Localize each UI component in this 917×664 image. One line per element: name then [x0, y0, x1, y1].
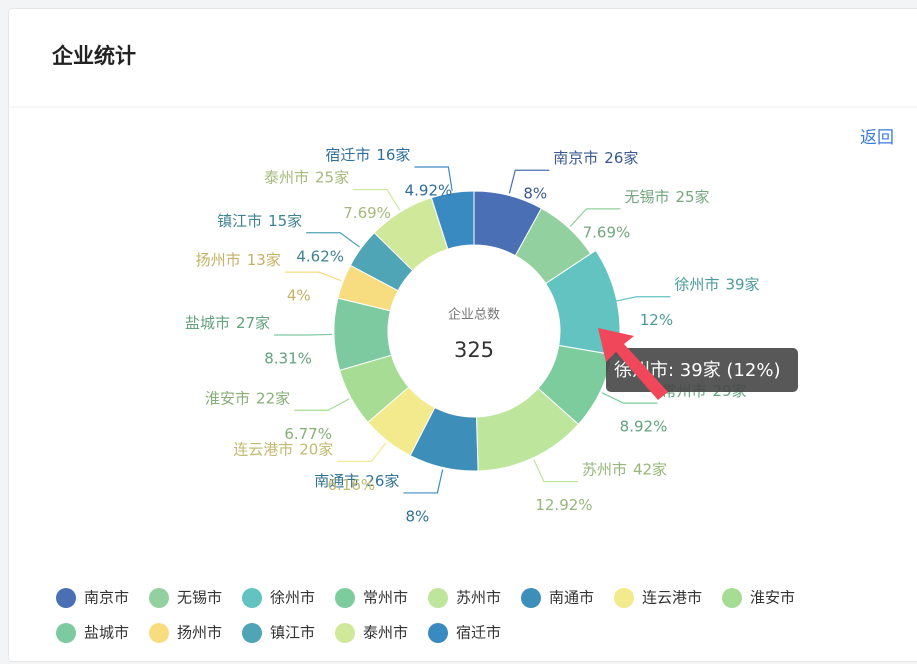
leader-line — [601, 392, 658, 404]
slice-label: 宿迁市 16家 — [325, 145, 410, 163]
slice-label: 无锡市 25家 — [624, 187, 709, 205]
legend-swatch — [614, 588, 634, 608]
leader-line — [403, 469, 444, 494]
slice-percent: 4.62% — [296, 247, 344, 265]
slice-value: 39家 — [725, 275, 759, 293]
slice-value: 25家 — [315, 168, 349, 186]
slice-label: 盐城市 27家 — [185, 314, 270, 332]
legend-label: 宿迁市 — [456, 624, 501, 642]
legend-label: 淮安市 — [750, 589, 795, 607]
slice-name: 宿迁市 — [325, 145, 370, 163]
slice-name: 泰州市 — [264, 168, 309, 186]
slice-percent: 6.16% — [327, 476, 375, 494]
legend-swatch — [428, 588, 448, 608]
slice-percent: 8% — [523, 185, 547, 203]
legend-label: 南京市 — [84, 589, 129, 607]
leader-line — [306, 232, 360, 248]
slice-percent: 12.92% — [535, 496, 592, 514]
slice-value: 15家 — [268, 211, 302, 229]
slice-value: 16家 — [376, 145, 410, 163]
slice-name: 南通市 — [314, 471, 359, 489]
slice-name: 无锡市 — [624, 187, 669, 205]
leader-line — [569, 208, 621, 227]
legend-label: 常州市 — [363, 589, 408, 607]
legend-swatch — [56, 623, 76, 643]
slice-value: 25家 — [675, 187, 709, 205]
slice-percent: 8.92% — [620, 418, 668, 436]
slice-percent: 8% — [405, 507, 429, 525]
slice-value: 42家 — [633, 460, 667, 478]
slice-label: 南京市 26家 — [553, 149, 638, 167]
legend-swatch — [149, 623, 169, 643]
leader-line — [533, 459, 578, 483]
slice-label: 苏州市 42家 — [582, 460, 667, 478]
slice-label: 连云港市 20家 — [233, 440, 333, 458]
legend-swatch — [428, 623, 448, 643]
legend-label: 镇江市 — [270, 624, 315, 642]
legend-swatch — [149, 588, 169, 608]
slice-name: 连云港市 — [233, 440, 293, 458]
center-label: 企业总数 — [448, 307, 500, 323]
legend-swatch — [521, 588, 541, 608]
slice-percent: 8.31% — [264, 350, 312, 368]
leader-line — [337, 442, 387, 463]
leader-line — [612, 296, 671, 303]
back-link[interactable]: 返回 — [860, 128, 894, 148]
leader-line — [353, 188, 401, 211]
slice-value: 22家 — [256, 389, 290, 407]
legend-swatch — [335, 588, 355, 608]
center-total: 325 — [454, 338, 494, 362]
slice-name: 淮安市 — [205, 389, 250, 407]
legend-swatch — [722, 588, 742, 608]
slice-value: 26家 — [604, 149, 638, 167]
slice-name: 镇江市 — [217, 211, 262, 229]
legend-label: 苏州市 — [456, 589, 501, 607]
pointer-arrow — [598, 328, 668, 400]
card-title: 企业统计 — [51, 44, 136, 68]
card — [8, 8, 917, 662]
tooltip-text: 徐州市: 39家 (12%) — [614, 360, 780, 381]
leader-line — [284, 271, 342, 282]
legend-swatch — [56, 588, 76, 608]
slice-label: 镇江市 15家 — [217, 211, 302, 229]
slice-label: 南通市 26家 — [314, 471, 399, 489]
slice-name: 徐州市 — [674, 275, 719, 293]
slice-percent: 12% — [640, 311, 673, 329]
legend-label: 连云港市 — [642, 589, 702, 607]
legend-swatch — [242, 588, 262, 608]
legend-label: 扬州市 — [177, 624, 222, 642]
slice-percent: 4% — [287, 287, 311, 305]
leader-line — [274, 333, 333, 336]
slice-value: 27家 — [236, 314, 270, 332]
legend-swatch — [335, 623, 355, 643]
leader-line — [508, 169, 550, 194]
slice-label: 徐州市 39家 — [674, 275, 759, 293]
slice-percent: 6.77% — [284, 425, 332, 443]
slice — [430, 190, 475, 250]
slice-value: 13家 — [247, 251, 281, 269]
legend-label: 南通市 — [549, 589, 594, 607]
legend-label: 无锡市 — [177, 589, 222, 607]
slice-percent: 4.92% — [405, 181, 453, 199]
slice-percent: 7.69% — [583, 223, 631, 241]
slice-name: 苏州市 — [582, 460, 627, 478]
leader-line — [414, 166, 453, 191]
slice-label: 扬州市 13家 — [196, 251, 281, 269]
slice-label: 淮安市 22家 — [205, 389, 290, 407]
slice-value: 20家 — [299, 440, 333, 458]
slice-value: 26家 — [365, 471, 399, 489]
legend-swatch — [242, 623, 262, 643]
slice-name: 盐城市 — [185, 314, 230, 332]
legend-label: 盐城市 — [84, 624, 129, 642]
leader-line — [294, 398, 350, 411]
legend-label: 泰州市 — [363, 624, 408, 642]
slice-percent: 7.69% — [343, 204, 391, 222]
slice-name: 南京市 — [553, 149, 598, 167]
legend-label: 徐州市 — [270, 589, 315, 607]
slice-name: 扬州市 — [196, 251, 241, 269]
slice-label: 泰州市 25家 — [264, 168, 349, 186]
